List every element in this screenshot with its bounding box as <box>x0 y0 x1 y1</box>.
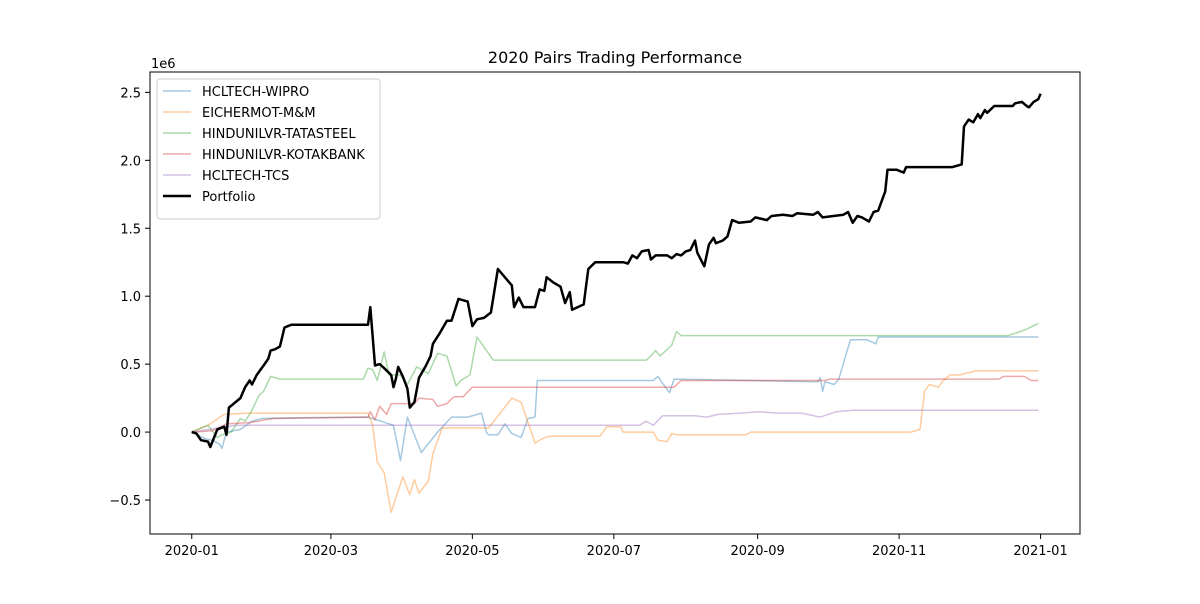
x-tick-label: 2020-01 <box>165 544 219 559</box>
x-tick-label: 2021-01 <box>1013 544 1067 559</box>
series-line-hindunilvr-kotakbank <box>191 375 1039 433</box>
chart-title: 2020 Pairs Trading Performance <box>488 48 742 67</box>
series-line-eichermot-m-m <box>191 370 1039 514</box>
y-tick-label: 2.5 <box>120 86 141 101</box>
x-tick-label: 2020-11 <box>872 544 926 559</box>
series-line-hcltech-wipro <box>191 336 1039 462</box>
series-line-portfolio <box>191 93 1042 449</box>
legend-label-hindunilvr-tatasteel: HINDUNILVR-TATASTEEL <box>202 127 356 142</box>
y-offset-label: 1e6 <box>151 57 176 72</box>
x-tick-label: 2020-09 <box>730 544 784 559</box>
legend-box <box>156 78 381 220</box>
y-tick-label: −0.5 <box>109 494 141 509</box>
x-tick-label: 2020-03 <box>304 544 358 559</box>
legend-label-hcltech-tcs: HCLTECH-TCS <box>202 169 289 184</box>
x-tick-label: 2020-07 <box>587 544 641 559</box>
axes: 2020-01 2020-03 2020-05 2020-07 2020-09 2020-… <box>109 71 1081 559</box>
y-tick-label: 1.0 <box>120 290 141 305</box>
legend: HCLTECH-WIPRO EICHERMOT-M&M HINDUNILVR-TAT… <box>156 78 381 220</box>
legend-label-hindunilvr-kotakbank: HINDUNILVR-KOTAKBANK <box>202 148 365 163</box>
y-tick-label: 1.5 <box>120 222 141 237</box>
y-tick-label: 0.5 <box>120 358 141 373</box>
legend-label-eichermot-m-m: EICHERMOT-M&M <box>202 106 316 121</box>
series-line-hindunilvr-tatasteel <box>191 322 1039 439</box>
plot-area <box>191 93 1042 514</box>
axes-frame <box>149 71 1081 535</box>
series-line-hcltech-tcs <box>191 409 1039 433</box>
legend-label-portfolio: Portfolio <box>202 190 256 205</box>
x-tick-label: 2020-05 <box>445 544 499 559</box>
legend-label-hcltech-wipro: HCLTECH-WIPRO <box>202 85 309 100</box>
series-lines <box>191 93 1042 514</box>
y-tick-label: 0.0 <box>120 426 141 441</box>
y-tick-label: 2.0 <box>120 154 141 169</box>
